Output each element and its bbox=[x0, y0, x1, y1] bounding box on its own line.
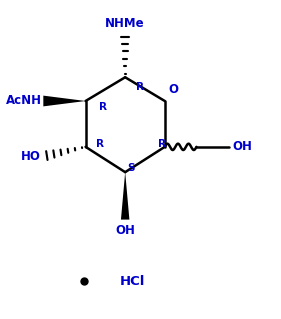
Text: OH: OH bbox=[115, 224, 135, 237]
Text: NHMe: NHMe bbox=[105, 17, 145, 30]
Text: R: R bbox=[99, 102, 107, 112]
Text: HCl: HCl bbox=[120, 275, 145, 288]
Polygon shape bbox=[121, 172, 129, 219]
Text: HO: HO bbox=[21, 150, 41, 163]
Polygon shape bbox=[43, 96, 86, 106]
Text: O: O bbox=[168, 83, 178, 96]
Text: AcNH: AcNH bbox=[6, 94, 42, 108]
Text: R: R bbox=[136, 82, 144, 92]
Text: OH: OH bbox=[232, 140, 252, 153]
Text: R: R bbox=[96, 139, 104, 149]
Text: R: R bbox=[158, 139, 166, 149]
Text: S: S bbox=[127, 163, 135, 173]
